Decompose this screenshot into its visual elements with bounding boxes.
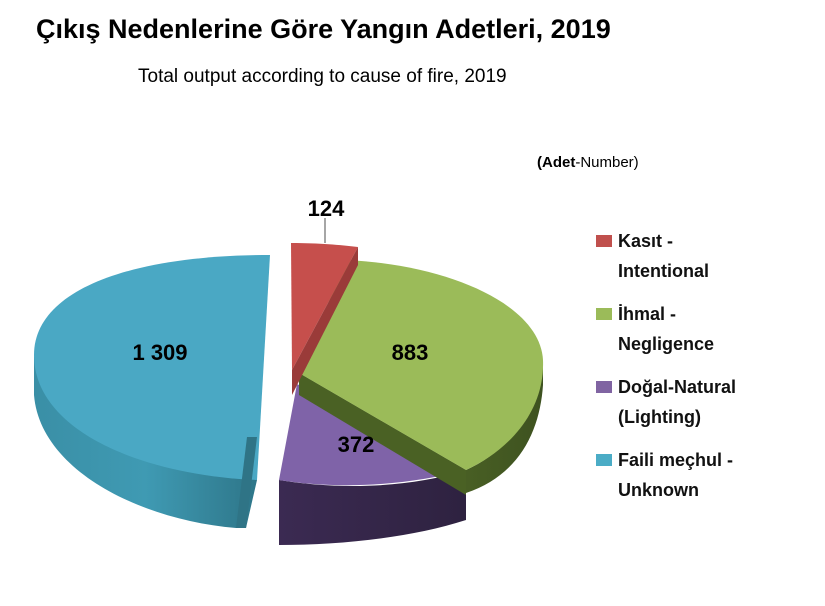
legend-label-line1: Kasıt - xyxy=(618,231,674,251)
slice-label-natural: 372 xyxy=(337,432,375,457)
slice-label-negligence: 883 xyxy=(391,340,429,365)
legend-label-line1: Faili meçhul - xyxy=(618,450,734,470)
unit-label-prefix: (Adet xyxy=(537,154,576,171)
legend-item-negligence: İhmal - Negligence xyxy=(594,299,814,359)
legend-label-line2: Intentional xyxy=(618,261,709,281)
legend-swatch-red-icon xyxy=(596,235,612,247)
legend-label-line2: Unknown xyxy=(618,480,699,500)
legend: Kasıt - Intentional İhmal - Negligence D… xyxy=(594,226,814,518)
legend-label-line1: İhmal - xyxy=(618,304,677,324)
slice-label-unknown: 1 309 xyxy=(132,340,188,365)
legend-item-unknown: Faili meçhul - Unknown xyxy=(594,445,814,505)
legend-swatch-green-icon xyxy=(596,308,612,320)
slice-intentional xyxy=(291,243,358,395)
chart-title: Çıkış Nedenlerine Göre Yangın Adetleri, … xyxy=(36,14,611,44)
unit-label: (Adet-Number) xyxy=(537,154,639,171)
slice-label-intentional: 124 xyxy=(307,196,345,221)
legend-swatch-blue-icon xyxy=(596,454,612,466)
chart-subtitle: Total output according to cause of fire,… xyxy=(138,66,507,87)
legend-label-line2: Negligence xyxy=(618,334,715,354)
legend-swatch-purple-icon xyxy=(596,381,612,393)
unit-label-suffix: -Number) xyxy=(575,154,639,171)
legend-item-intentional: Kasıt - Intentional xyxy=(594,226,814,286)
legend-label-line1: Doğal-Natural xyxy=(618,377,737,397)
slice-negligence xyxy=(299,260,544,495)
slice-unknown xyxy=(34,255,270,528)
legend-label-line2: (Lighting) xyxy=(618,407,701,427)
legend-item-natural: Doğal-Natural (Lighting) xyxy=(594,372,814,432)
